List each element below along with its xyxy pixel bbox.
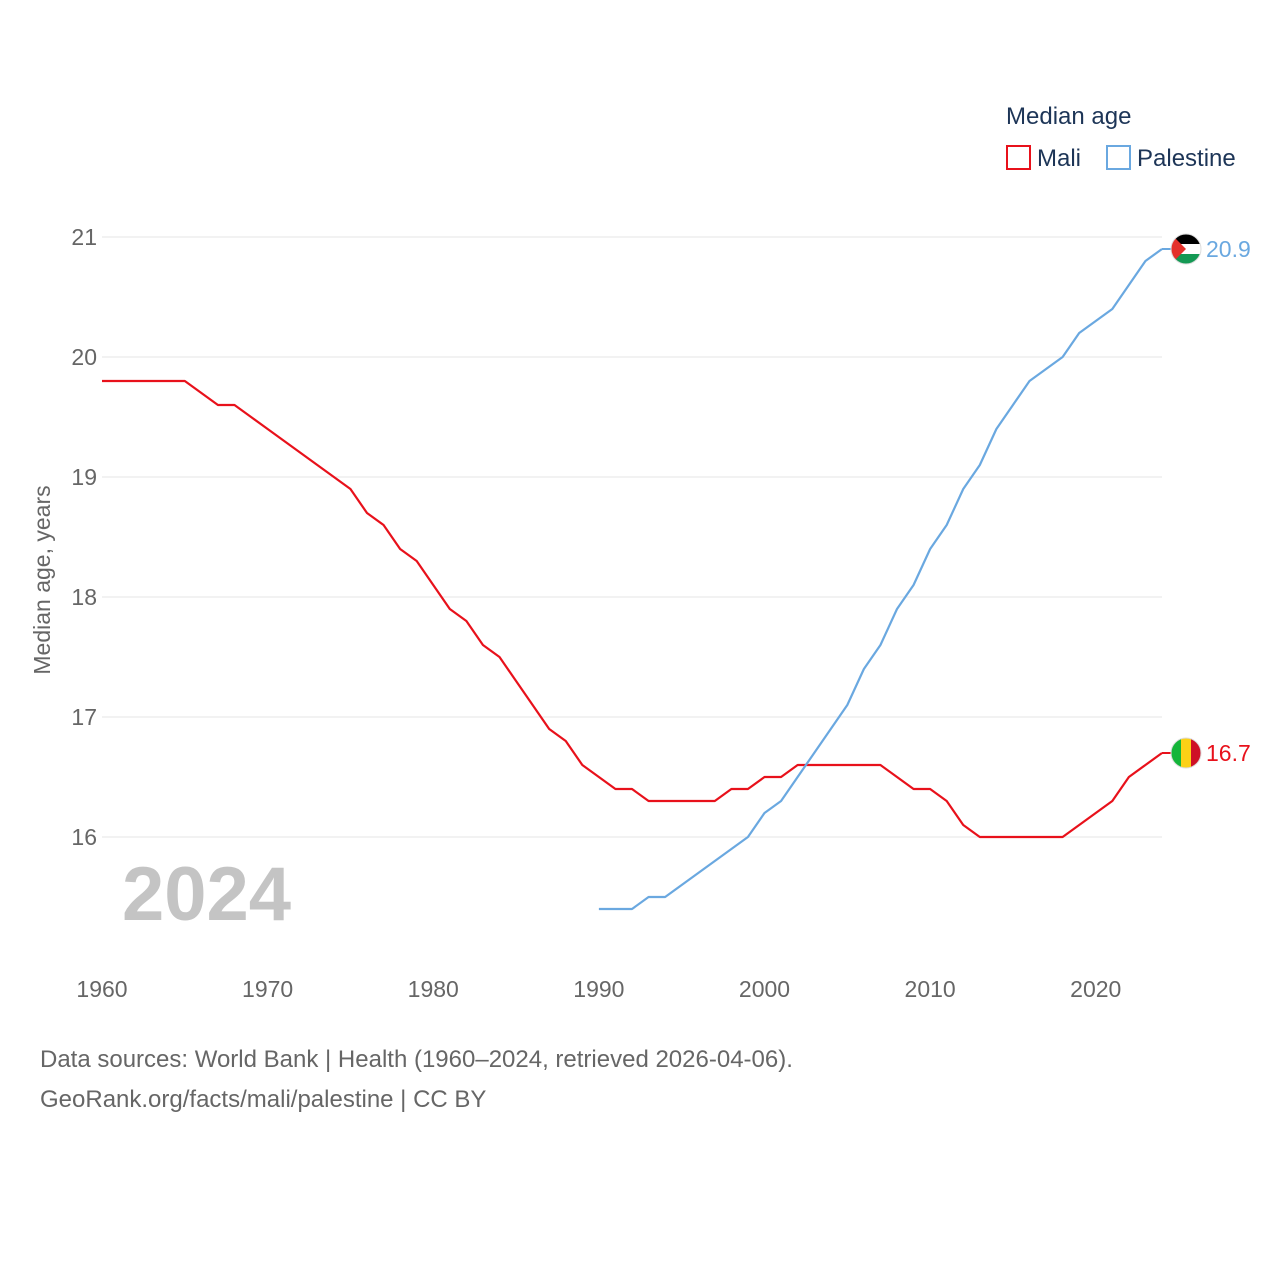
end-value-label-mali: 16.7 — [1206, 740, 1251, 766]
x-tick-label: 1980 — [408, 976, 459, 1002]
legend-item-palestine[interactable]: Palestine — [1106, 145, 1236, 172]
series-layer: 16.7 20.9 — [102, 233, 1251, 911]
series-line-mali[interactable] — [102, 379, 1163, 839]
footer: Data sources: World Bank | Health (1960–… — [40, 1040, 793, 1120]
y-tick-label: 16 — [71, 824, 97, 850]
y-tick-label: 21 — [71, 224, 97, 250]
legend: Median age Mali Palestine — [1006, 103, 1236, 172]
y-axis-title: Median age, years — [29, 485, 55, 674]
x-tick-label: 1990 — [573, 976, 624, 1002]
attribution-link[interactable]: GeoRank.org/facts/mali/palestine | CC BY — [40, 1086, 487, 1113]
x-tick-label: 1970 — [242, 976, 293, 1002]
legend-title: Median age — [1006, 103, 1131, 130]
end-value-label-palestine: 20.9 — [1206, 236, 1251, 262]
x-tick-label: 2000 — [739, 976, 790, 1002]
x-tick-label: 2010 — [905, 976, 956, 1002]
median-age-chart: 16 17 18 19 20 21 1960 1970 1980 1990 2000 2010 202… — [29, 103, 1251, 1002]
x-tick-label: 2020 — [1070, 976, 1121, 1002]
legend-label-palestine: Palestine — [1137, 145, 1236, 172]
legend-label-mali: Mali — [1037, 145, 1081, 172]
y-tick-label: 19 — [71, 464, 97, 490]
legend-item-mali[interactable]: Mali — [1006, 145, 1081, 172]
data-sources: Data sources: World Bank | Health (1960–… — [40, 1046, 793, 1073]
legend-swatch-mali — [1006, 145, 1031, 170]
gridlines — [102, 236, 1162, 838]
y-tick-label: 18 — [71, 584, 97, 610]
x-tick-label: 1960 — [76, 976, 127, 1002]
x-axis: 1960 1970 1980 1990 2000 2010 2020 — [76, 976, 1121, 1002]
y-tick-label: 17 — [71, 704, 97, 730]
y-axis: 16 17 18 19 20 21 — [71, 224, 97, 850]
y-tick-label: 20 — [71, 344, 97, 370]
legend-swatch-palestine — [1106, 145, 1131, 170]
mali-flag-icon — [1170, 737, 1202, 769]
series-line-palestine[interactable] — [598, 248, 1163, 911]
current-year-watermark: 2024 — [122, 852, 291, 937]
palestine-flag-icon — [1170, 233, 1202, 265]
